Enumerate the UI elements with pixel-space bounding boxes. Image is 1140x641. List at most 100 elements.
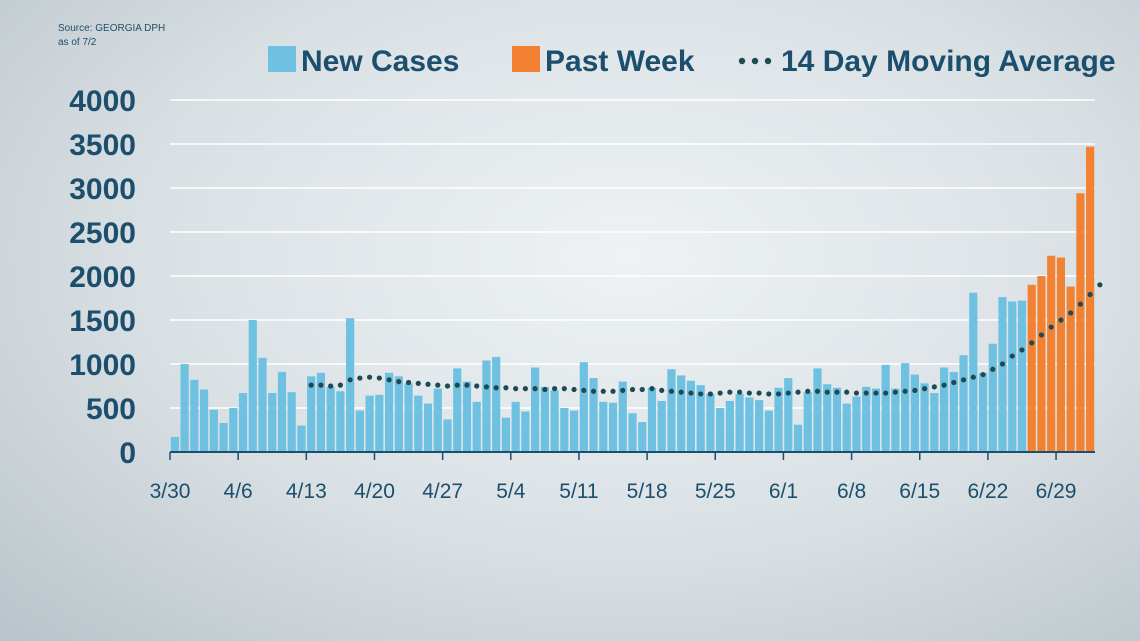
moving-average-point — [425, 381, 431, 387]
moving-average-point — [659, 387, 665, 393]
bar-new-cases — [180, 364, 189, 452]
bar-new-cases — [910, 374, 919, 452]
moving-average-point — [444, 383, 451, 389]
bar-new-cases — [842, 403, 851, 452]
bar-new-cases — [375, 394, 384, 452]
x-tick-label: 6/22 — [967, 480, 1008, 503]
legend-dot — [751, 57, 759, 65]
bar-new-cases — [764, 410, 773, 452]
x-tick-label: 3/30 — [150, 480, 191, 503]
moving-average-point — [678, 389, 684, 395]
bar-new-cases — [560, 408, 569, 452]
bar-new-cases — [774, 387, 783, 452]
moving-average-point — [980, 371, 986, 378]
moving-average-point — [795, 389, 801, 395]
bar-new-cases — [881, 364, 890, 452]
bar-new-cases — [550, 390, 559, 452]
moving-average-point — [347, 377, 353, 383]
bar-new-cases — [745, 397, 754, 452]
moving-average-point — [1077, 301, 1083, 307]
bar-new-cases — [540, 386, 549, 452]
moving-average-point — [785, 390, 791, 396]
moving-average-point — [922, 386, 928, 392]
x-tick-label: 5/11 — [559, 480, 598, 503]
bar-new-cases — [852, 396, 861, 452]
moving-average-point — [873, 390, 879, 396]
moving-average-point — [1038, 332, 1045, 338]
bar-new-cases — [667, 369, 676, 452]
bar-past-week — [1027, 284, 1036, 452]
bar-new-cases — [346, 318, 355, 452]
moving-average-point — [951, 379, 957, 386]
moving-average-point — [1058, 317, 1064, 323]
moving-average-point — [493, 385, 499, 391]
moving-average-point — [775, 391, 782, 397]
moving-average-point — [941, 382, 947, 388]
x-tick-label: 6/1 — [769, 480, 798, 503]
bar-new-cases — [316, 372, 326, 452]
moving-average-point — [337, 382, 343, 388]
moving-average-point — [649, 386, 655, 392]
moving-average-line — [308, 282, 1103, 397]
bar-new-cases — [920, 383, 929, 452]
x-tick-label: 5/25 — [695, 480, 736, 503]
bar-new-cases — [384, 372, 394, 452]
bar-new-cases — [404, 383, 413, 452]
moving-average-point — [386, 377, 392, 383]
bar-new-cases — [229, 408, 238, 452]
moving-average-point — [1048, 324, 1054, 330]
legend-swatch-moving-average — [738, 57, 772, 65]
x-tick-label: 4/6 — [224, 480, 253, 503]
moving-average-point — [746, 390, 752, 396]
moving-average-point — [405, 379, 412, 386]
bar-new-cases — [277, 371, 287, 452]
moving-average-point — [883, 390, 889, 396]
x-tick-label: 4/27 — [422, 480, 463, 503]
moving-average-point — [1087, 291, 1093, 298]
bar-new-cases — [677, 375, 686, 452]
legend: New Cases Past Week 14 Day Moving Averag… — [268, 45, 1116, 78]
bar-new-cases — [482, 360, 491, 452]
bar-new-cases — [521, 411, 530, 452]
moving-average-point — [308, 382, 314, 388]
bars — [170, 146, 1095, 452]
bar-new-cases — [832, 387, 842, 452]
as-of-line: as of 7/2 — [58, 37, 97, 48]
bar-new-cases — [531, 367, 540, 452]
moving-average-point — [931, 384, 937, 390]
bar-past-week — [1056, 257, 1066, 452]
bar-new-cases — [336, 391, 345, 452]
moving-average-point — [522, 386, 528, 392]
bar-new-cases — [891, 388, 900, 452]
moving-average-point — [328, 383, 334, 389]
bar-new-cases — [472, 401, 481, 452]
bar-new-cases — [209, 409, 218, 452]
moving-average-point — [552, 386, 558, 392]
x-tick-label: 4/20 — [354, 480, 395, 503]
moving-average-point — [367, 374, 373, 380]
bar-new-cases — [939, 367, 949, 452]
legend-label-new-cases: New Cases — [301, 45, 459, 78]
legend-label-moving-average: 14 Day Moving Average — [781, 45, 1116, 78]
bar-new-cases — [297, 425, 306, 452]
moving-average-point — [1029, 340, 1035, 346]
bar-new-cases — [647, 387, 657, 452]
y-tick-label: 0 — [119, 437, 136, 470]
bar-new-cases — [423, 403, 433, 452]
legend-swatch-new-cases — [268, 46, 296, 72]
bar-new-cases — [618, 381, 627, 452]
moving-average-point — [376, 375, 382, 381]
y-tick-label: 1000 — [69, 349, 136, 382]
x-tick-label: 4/13 — [286, 480, 327, 503]
bar-new-cases — [657, 400, 666, 452]
bar-new-cases — [492, 356, 501, 452]
bar-new-cases — [599, 401, 608, 452]
x-tick-label: 6/29 — [1036, 480, 1077, 503]
bar-new-cases — [238, 393, 248, 452]
bar-new-cases — [1008, 301, 1017, 452]
moving-average-point — [717, 390, 723, 396]
moving-average-point — [464, 382, 470, 388]
moving-average-point — [999, 361, 1006, 367]
